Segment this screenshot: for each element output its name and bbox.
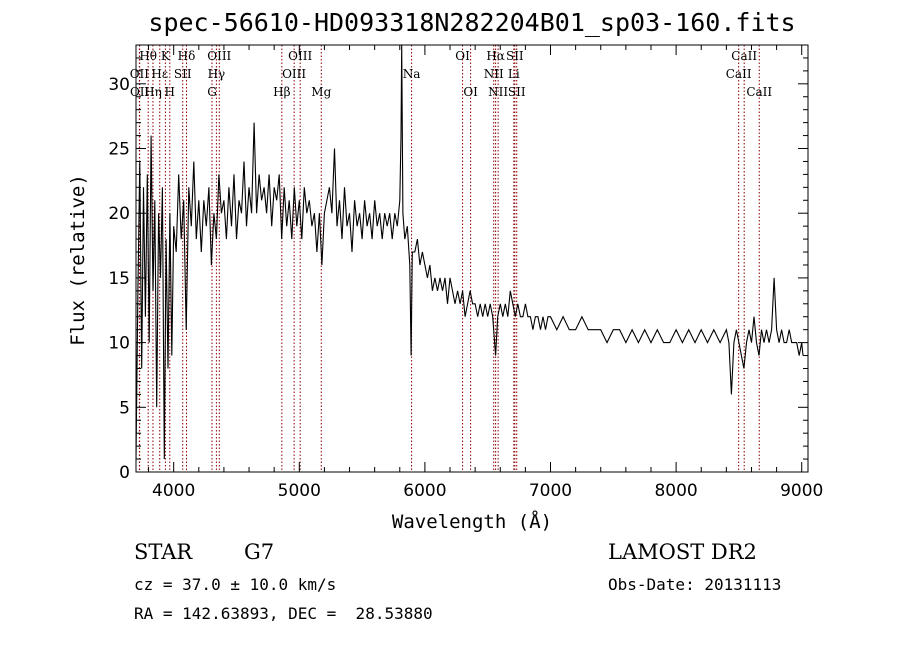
line-marker-label: OIII xyxy=(288,49,312,63)
axis-ticks xyxy=(136,44,808,473)
x-axis-title: Wavelength (Å) xyxy=(392,510,552,533)
line-marker-label: Hα xyxy=(486,49,505,63)
x-tick-label: 4000 xyxy=(152,481,195,501)
velocity-readout: cz = 37.0 ± 10.0 km/s xyxy=(134,575,337,594)
spectrum-plot xyxy=(136,45,804,460)
line-marker-label: Hδ xyxy=(178,49,196,63)
line-marker-label: Na xyxy=(403,67,421,81)
line-marker-label: OI xyxy=(463,85,478,99)
line-marker-label: NII xyxy=(484,67,504,81)
line-marker-label: NII xyxy=(488,85,508,99)
object-subclass: G7 xyxy=(244,540,275,564)
y-tick-label: 10 xyxy=(108,334,130,354)
line-marker-label: Li xyxy=(508,67,520,81)
x-tick-label: 8000 xyxy=(654,481,697,501)
line-marker-label: OII xyxy=(130,67,150,81)
line-marker-label: Hε xyxy=(151,67,168,81)
line-marker-label: OII xyxy=(130,85,150,99)
y-tick-label: 30 xyxy=(108,75,130,95)
line-marker-label: OIII xyxy=(207,49,231,63)
observation-date: Obs-Date: 20131113 xyxy=(608,575,782,594)
object-class: STAR xyxy=(134,540,193,564)
line-marker-label: Hη xyxy=(144,85,162,99)
line-marker-label: SII xyxy=(508,85,526,99)
line-marker-label: CaII xyxy=(746,85,772,99)
spectrum-line xyxy=(136,45,804,460)
axis-tick-labels: 4000 5000 6000 7000 8000 9000 0 5 10 15 20 25 30 xyxy=(108,75,823,501)
x-tick-label: 5000 xyxy=(278,481,321,501)
chart-title: spec-56610-HD093318N282204B01_sp03-160.f… xyxy=(148,8,795,37)
line-marker-label: Hγ xyxy=(208,67,226,81)
line-marker-label: OIII xyxy=(282,67,306,81)
survey-name: LAMOST DR2 xyxy=(608,540,757,564)
line-marker-label: Mg xyxy=(311,85,331,99)
y-tick-label: 20 xyxy=(108,204,130,224)
line-marker-label: SII xyxy=(174,67,192,81)
line-marker-label: Hθ xyxy=(139,49,157,63)
line-marker-label: Hβ xyxy=(273,85,290,99)
y-tick-label: 25 xyxy=(108,140,130,160)
spectral-line-markers xyxy=(138,45,760,472)
y-axis-title: Flux (relative) xyxy=(67,174,89,346)
line-marker-label: G xyxy=(207,85,217,99)
line-marker-label: K xyxy=(161,49,171,63)
x-tick-label: 9000 xyxy=(780,481,823,501)
line-marker-label: CaII xyxy=(731,49,757,63)
y-tick-label: 5 xyxy=(119,398,130,418)
line-marker-label: SII xyxy=(506,49,524,63)
line-marker-label: OI xyxy=(455,49,470,63)
plot-frame xyxy=(135,44,809,473)
y-tick-label: 0 xyxy=(119,463,130,483)
y-tick-label: 15 xyxy=(108,269,130,289)
x-tick-label: 6000 xyxy=(403,481,446,501)
x-tick-label: 7000 xyxy=(529,481,572,501)
line-marker-label: CaII xyxy=(726,67,752,81)
line-marker-label: H xyxy=(165,85,175,99)
coordinates-readout: RA = 142.63893, DEC = 28.53880 xyxy=(134,604,433,623)
